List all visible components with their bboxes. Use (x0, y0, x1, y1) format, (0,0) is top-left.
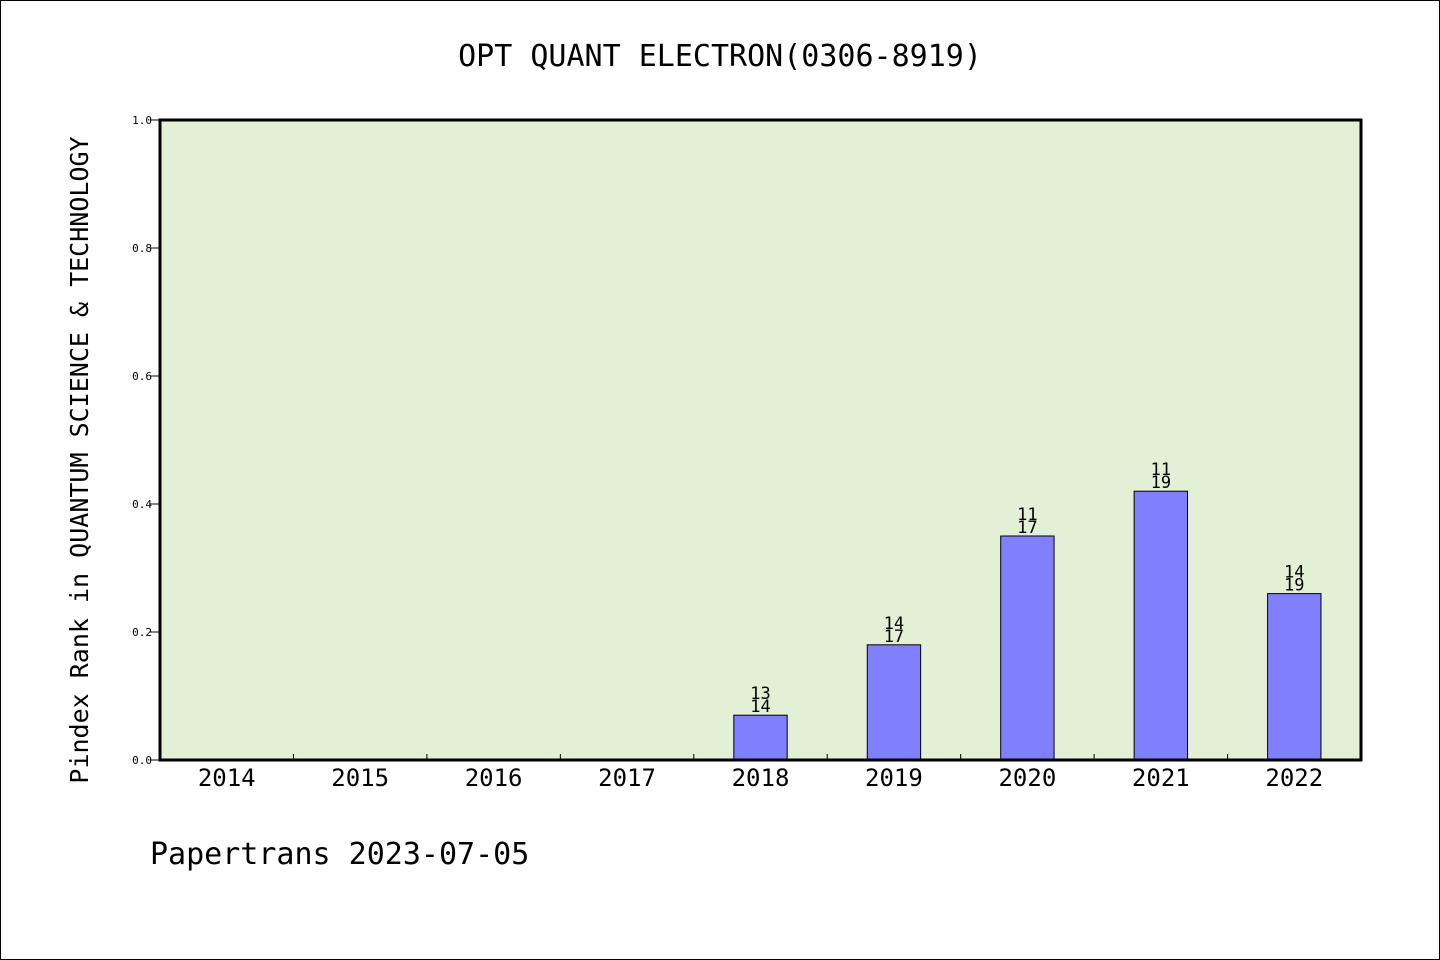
x-tick-label: 2020 (998, 764, 1056, 792)
bar (1000, 535, 1055, 761)
bar-label-top: 14 (1284, 563, 1304, 583)
y-tick-label: 0.4 (132, 498, 152, 511)
bar (1267, 593, 1322, 761)
chart-title: OPT QUANT ELECTRON(0306-8919) (458, 39, 982, 74)
plot-border (158, 118, 1363, 762)
x-tick-label: 2021 (1132, 764, 1190, 792)
y-tick-label: 0.8 (132, 242, 152, 255)
x-tick-label: 2014 (198, 764, 256, 792)
bar-label-bottom: 19 (1151, 473, 1171, 493)
bar-label-bottom: 14 (750, 697, 770, 717)
bar-label-bottom: 17 (1017, 518, 1037, 538)
x-tick-label: 2017 (598, 764, 656, 792)
bar-label-bottom: 19 (1284, 576, 1304, 596)
bar-label-top: 13 (750, 684, 770, 704)
bar-label-bottom: 17 (884, 627, 904, 647)
footer-credit: Papertrans 2023-07-05 (150, 837, 529, 872)
bar-label-top: 11 (1017, 505, 1037, 525)
y-tick-label: 0.0 (132, 754, 152, 767)
bar (866, 644, 922, 761)
bar (733, 714, 788, 761)
bar-label-top: 11 (1151, 460, 1171, 480)
y-tick-label: 0.6 (132, 370, 152, 383)
x-tick-label: 2018 (732, 764, 790, 792)
y-axis-ticks: 0.0 0.2 0.4 0.6 0.8 1.0 (132, 114, 160, 767)
y-axis-label: Pindex Rank in QUANTUM SCIENCE & TECHNOL… (65, 136, 94, 783)
bar-label-top: 14 (884, 614, 904, 634)
x-tick-label: 2022 (1265, 764, 1323, 792)
x-tick-label: 2019 (865, 764, 923, 792)
y-tick-label: 0.2 (132, 626, 152, 639)
x-tick-label: 2016 (465, 764, 523, 792)
bar (1133, 490, 1189, 761)
y-tick-label: 1.0 (132, 114, 152, 127)
x-axis-ticks: 2014 2015 2016 2017 2018 2019 2020 2021 2022 (198, 754, 1323, 792)
x-tick-label: 2015 (331, 764, 389, 792)
